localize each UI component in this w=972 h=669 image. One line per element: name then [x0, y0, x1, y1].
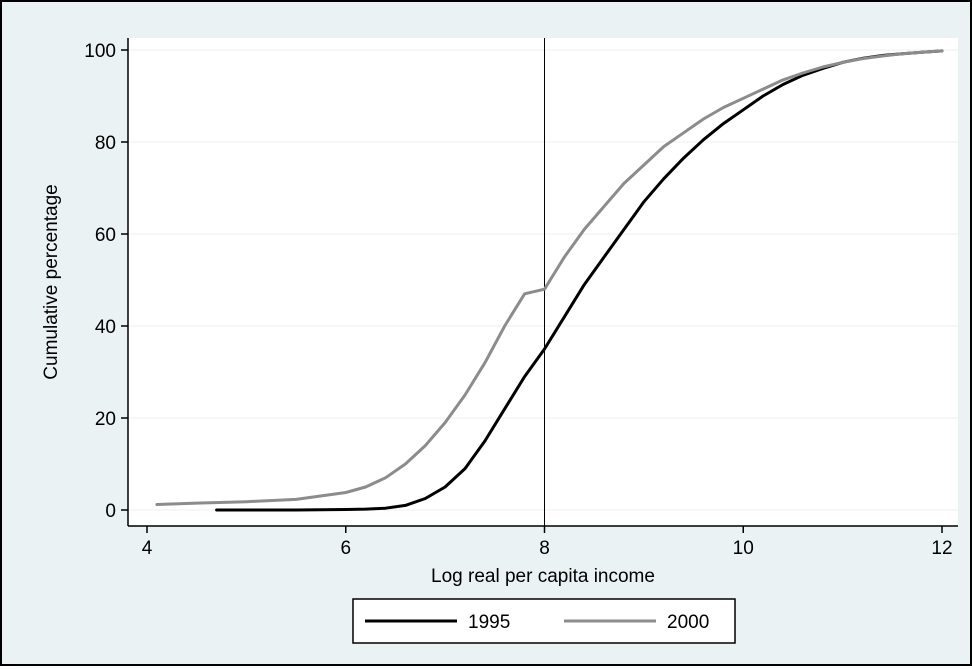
y-tick-label: 20 — [95, 409, 116, 430]
axes — [127, 38, 958, 527]
x-tick-label: 12 — [931, 538, 952, 559]
y-tick-label: 0 — [105, 501, 116, 522]
series-lines — [155, 49, 944, 512]
x-tick-label: 4 — [142, 538, 153, 559]
x-tick-label: 10 — [733, 538, 754, 559]
series-line-2000 — [155, 49, 944, 506]
x-axis-label: Log real per capita income — [431, 566, 655, 587]
legend-label-2000: 2000 — [667, 612, 709, 633]
y-axis-label: Cumulative percentage — [41, 184, 62, 379]
y-axis-ticks: 0 20 40 60 80 100 — [84, 41, 128, 522]
y-tick-label: 60 — [95, 225, 116, 246]
x-axis-ticks: 4 6 8 10 12 — [142, 526, 953, 559]
plot-area — [128, 38, 958, 526]
legend: 1995 2000 — [352, 598, 736, 644]
grid-lines — [128, 49, 958, 511]
x-tick-label: 6 — [340, 538, 351, 559]
x-tick-label: 8 — [539, 538, 550, 559]
legend-label-1995: 1995 — [468, 612, 510, 633]
y-tick-label: 40 — [95, 317, 116, 338]
y-tick-label: 100 — [84, 41, 116, 62]
y-tick-label: 80 — [95, 133, 116, 154]
